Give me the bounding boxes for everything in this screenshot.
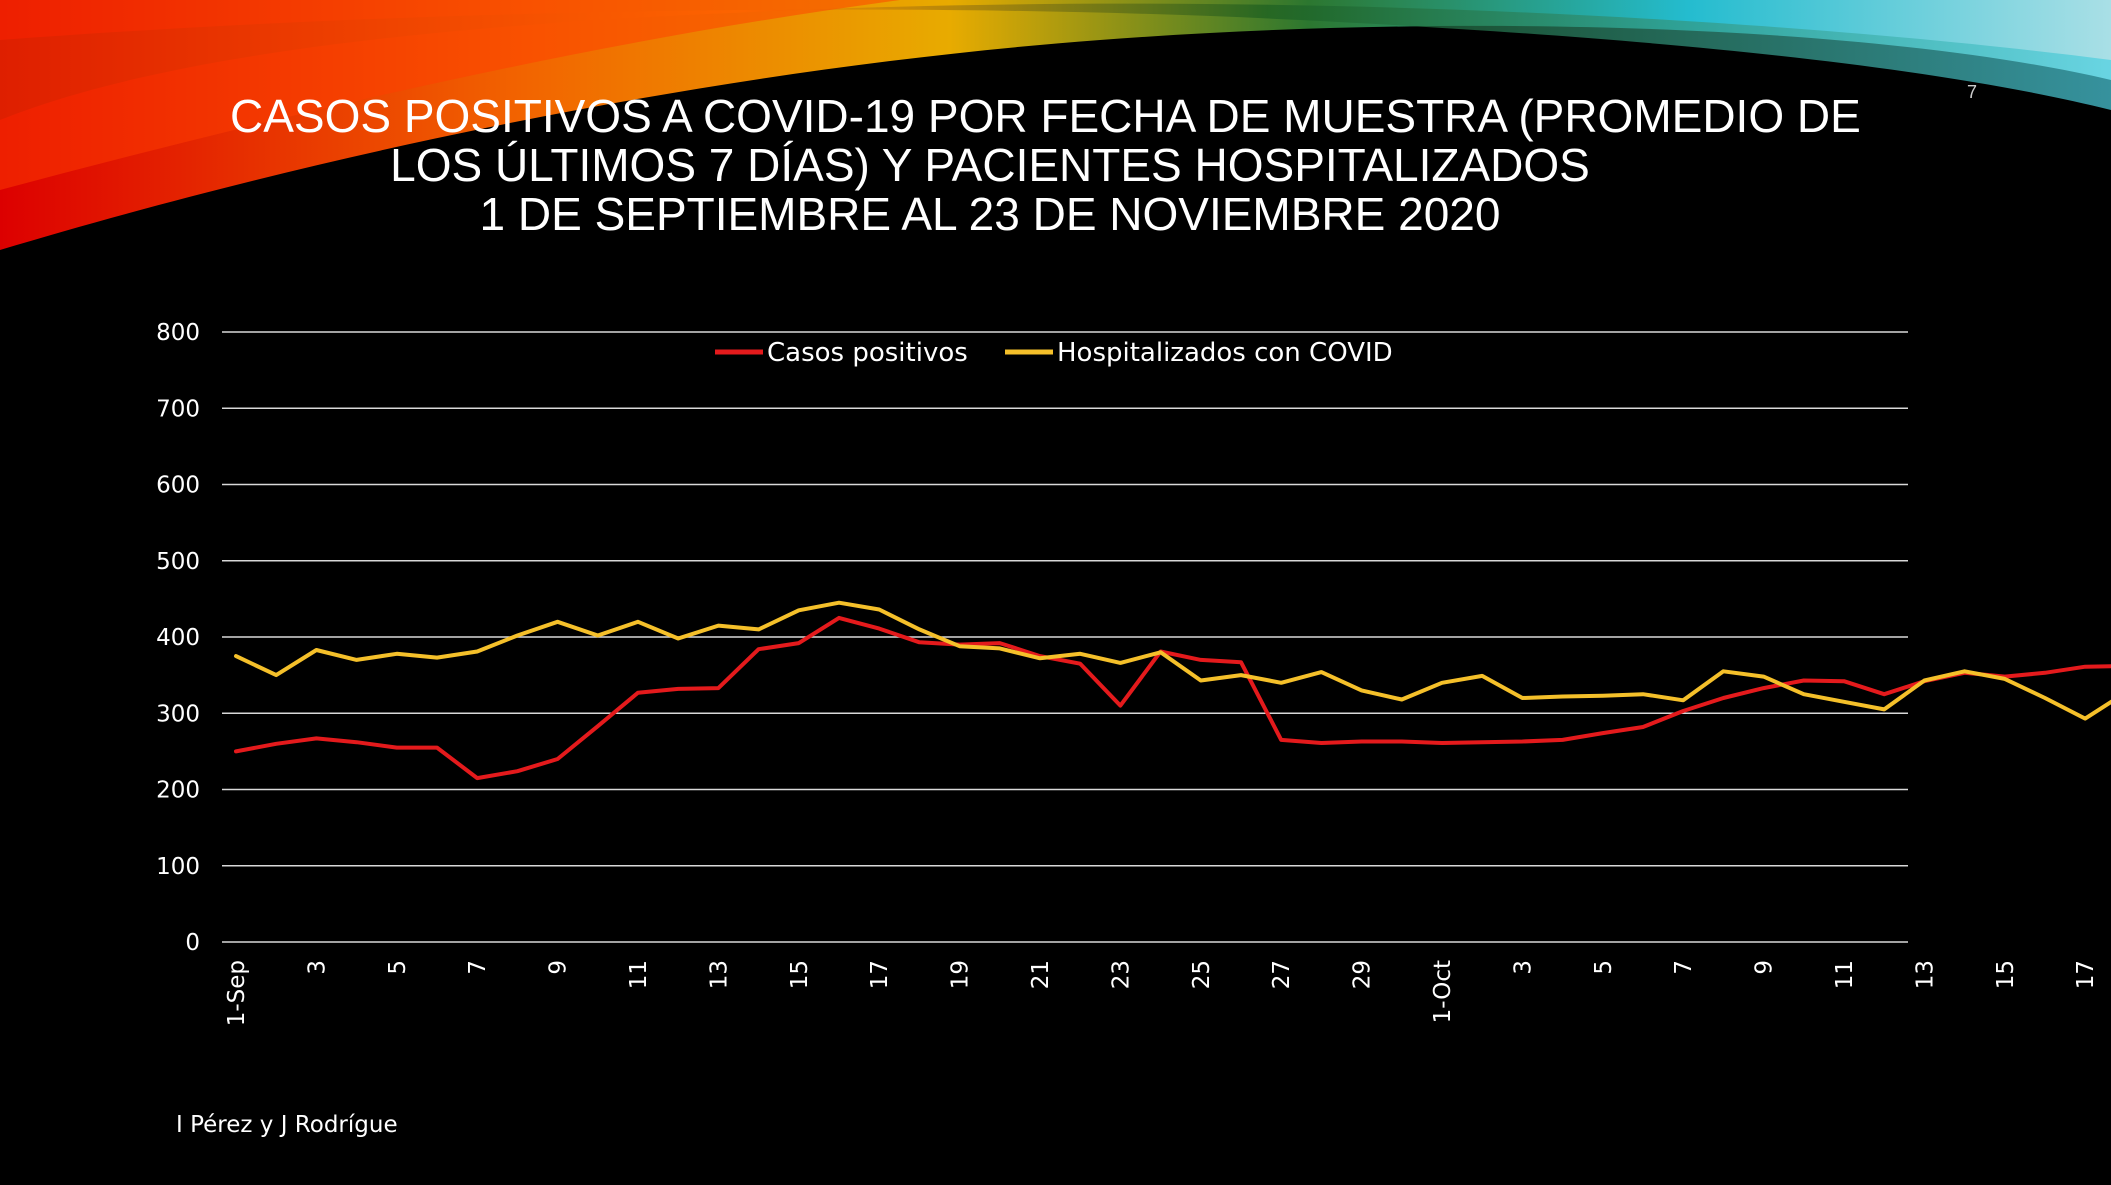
x-tick-label: 7 (1671, 960, 1697, 975)
x-tick-label: 29 (1350, 960, 1376, 989)
title-line-2: LOS ÚLTIMOS 7 DÍAS) Y PACIENTES HOSPITAL… (390, 139, 1590, 191)
x-tick-label: 5 (385, 960, 411, 975)
y-tick-label: 800 (156, 320, 200, 346)
slide-title: CASOS POSITIVOS A COVID-19 POR FECHA DE … (230, 90, 1861, 240)
title-line-3: 1 DE SEPTIEMBRE AL 23 DE NOVIEMBRE 2020 (479, 188, 1501, 240)
x-tick-label: 13 (1912, 960, 1938, 989)
x-tick-label: 15 (1993, 960, 2019, 989)
x-tick-label: 15 (787, 960, 813, 989)
y-tick-label: 400 (156, 625, 200, 651)
x-tick-label: 3 (1510, 960, 1536, 975)
x-tick-label: 9 (546, 960, 572, 975)
x-tick-label: 13 (706, 960, 732, 989)
x-tick-label: 9 (1752, 960, 1778, 975)
y-tick-label: 700 (156, 396, 200, 422)
y-tick-label: 600 (156, 473, 200, 499)
x-tick-label: 5 (1591, 960, 1617, 975)
x-tick-label: 3 (304, 960, 330, 975)
y-tick-label: 300 (156, 701, 200, 727)
slide-number: 7 (1967, 82, 1978, 102)
series-line-hospitalizados (234, 600, 2111, 721)
y-tick-label: 0 (185, 930, 200, 956)
footer-credit: I Pérez y J Rodrígue (176, 1112, 398, 1138)
x-tick-label: 1-Oct (1430, 960, 1456, 1023)
y-tick-label: 200 (156, 778, 200, 804)
x-tick-label: 11 (626, 960, 652, 989)
x-tick-label: 17 (2073, 960, 2099, 989)
legend-label: Casos positivos (767, 338, 968, 368)
legend-label: Hospitalizados con COVID (1057, 338, 1393, 368)
title-line-1: CASOS POSITIVOS A COVID-19 POR FECHA DE … (230, 90, 1861, 142)
x-tick-label: 11 (1832, 960, 1858, 989)
y-tick-label: 500 (156, 549, 200, 575)
x-tick-label: 23 (1108, 960, 1134, 989)
series-line-casos-positivos (234, 615, 2111, 781)
x-tick-label: 1-Sep (224, 960, 250, 1026)
x-tick-label: 27 (1269, 960, 1295, 989)
x-tick-label: 21 (1028, 960, 1054, 989)
x-tick-label: 25 (1189, 960, 1215, 989)
x-tick-label: 17 (867, 960, 893, 989)
y-tick-label: 100 (156, 854, 200, 880)
x-tick-label: 19 (948, 960, 974, 989)
x-tick-label: 7 (465, 960, 491, 975)
